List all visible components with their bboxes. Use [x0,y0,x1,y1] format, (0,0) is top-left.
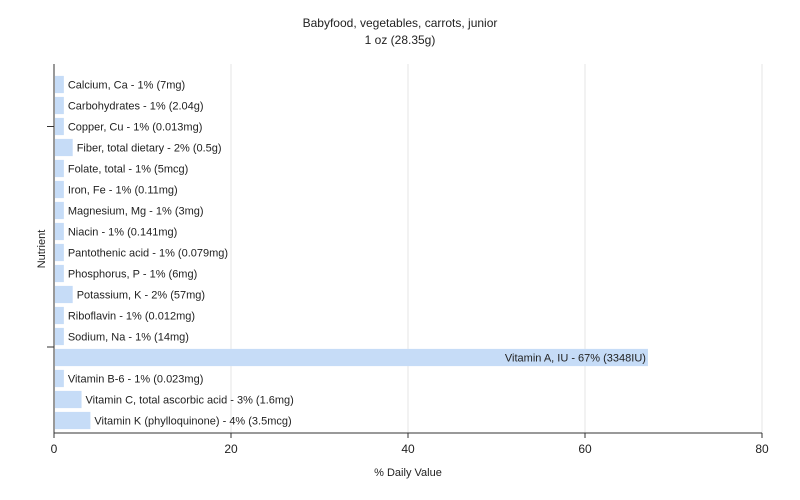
bar-3 [55,138,73,157]
bar-label-5: Iron, Fe - 1% (0.11mg) [68,185,178,197]
bar-label-4: Folate, total - 1% (5mcg) [68,164,188,176]
bar-label-3: Fiber, total dietary - 2% (0.5g) [77,143,222,155]
bar-9 [55,264,64,283]
x-tick-label-0: 0 [51,442,58,456]
bar-5 [55,180,64,199]
x-tick-label-3: 60 [578,442,592,456]
chart-title: Babyfood, vegetables, carrots, junior [303,16,498,30]
x-tick-label-2: 40 [401,442,415,456]
bar-label-11: Riboflavin - 1% (0.012mg) [68,311,195,323]
x-axis-label: % Daily Value [374,467,442,479]
axes: 0 20 40 60 80 [47,64,769,456]
bar-label-10: Potassium, K - 2% (57mg) [77,290,205,302]
bar-15 [55,390,82,409]
bar-label-6: Magnesium, Mg - 1% (3mg) [68,206,204,218]
bar-label-12: Sodium, Na - 1% (14mg) [68,332,189,344]
bar-label-16: Vitamin K (phylloquinone) - 4% (3.5mcg) [94,416,291,428]
bar-label-0: Calcium, Ca - 1% (7mg) [68,80,185,92]
bar-10 [55,285,73,304]
bar-0 [55,75,64,94]
grid [230,64,763,433]
bar-6 [55,201,64,220]
bar-label-9: Phosphorus, P - 1% (6mg) [68,269,197,281]
bar-label-15: Vitamin C, total ascorbic acid - 3% (1.6… [86,395,294,407]
x-tick-label-1: 20 [224,442,238,456]
bar-7 [55,222,64,241]
chart-subtitle: 1 oz (28.35g) [365,33,436,47]
bar-13 [55,348,648,367]
bar-11 [55,306,64,325]
bar-12 [55,327,64,346]
bar-8 [55,243,64,262]
bar-14 [55,369,64,388]
bars: Calcium, Ca - 1% (7mg) Carbohydrates - 1%… [55,75,648,430]
bar-2 [55,117,64,136]
bar-label-2: Copper, Cu - 1% (0.013mg) [68,122,203,134]
bar-1 [55,96,64,115]
y-axis-label: Nutrient [36,230,48,269]
bar-16 [55,411,91,430]
bar-label-13: Vitamin A, IU - 67% (3348IU) [505,353,646,365]
x-tick-label-4: 80 [755,442,769,456]
bar-label-14: Vitamin B-6 - 1% (0.023mg) [68,374,204,386]
bar-label-8: Pantothenic acid - 1% (0.079mg) [68,248,228,260]
bar-label-1: Carbohydrates - 1% (2.04g) [68,101,204,113]
bar-label-7: Niacin - 1% (0.141mg) [68,227,177,239]
bar-4 [55,159,64,178]
